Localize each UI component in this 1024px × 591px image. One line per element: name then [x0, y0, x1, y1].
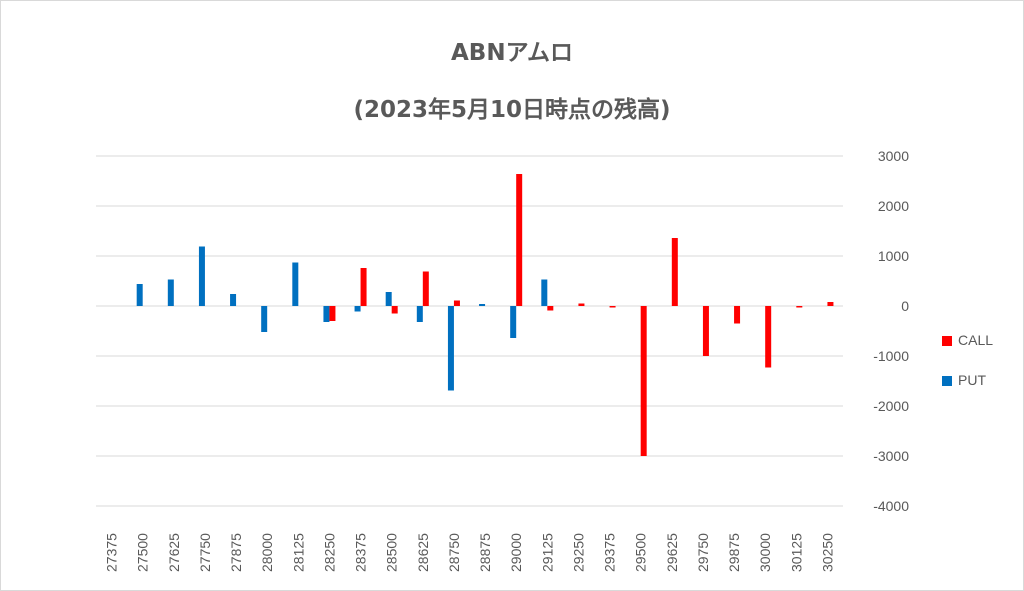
x-tick-label: 29250 — [570, 533, 586, 572]
x-tick-label: 28250 — [321, 533, 337, 572]
x-tick-label: 28375 — [353, 533, 369, 572]
bar-call — [453, 300, 460, 306]
x-tick-label: 29625 — [664, 533, 680, 572]
x-tick-label: 29500 — [633, 533, 649, 572]
x-tick-label: 29750 — [695, 533, 711, 572]
y-tick-label: 2000 — [878, 198, 909, 214]
bar-put — [416, 306, 423, 322]
chart-title: ABNアムロ — [451, 40, 573, 66]
x-tick-label: 27875 — [228, 533, 244, 572]
bar-call — [671, 238, 678, 306]
legend-label-put: PUT — [958, 372, 986, 388]
x-tick-label: 28500 — [384, 533, 400, 572]
x-tick-label: 29125 — [539, 533, 555, 572]
x-tick-label: 29875 — [726, 533, 742, 572]
bar-call — [702, 306, 709, 356]
y-tick-label: -1000 — [873, 348, 909, 364]
legend-label-call: CALL — [958, 332, 994, 348]
bar-put — [167, 279, 174, 306]
x-tick-label: 30250 — [819, 533, 835, 572]
x-tick-label: 27625 — [166, 533, 182, 572]
x-tick-label: 28625 — [415, 533, 431, 572]
bar-call — [827, 302, 834, 306]
x-tick-label: 28125 — [290, 533, 306, 572]
legend-swatch-put — [942, 376, 952, 386]
x-tick-label: 28750 — [446, 533, 462, 572]
bar-put — [136, 284, 143, 306]
bar-call — [578, 303, 585, 306]
bar-call — [765, 306, 772, 368]
bar-put — [385, 292, 392, 306]
y-tick-label: 1000 — [878, 248, 909, 264]
bar-call — [329, 306, 336, 321]
x-tick-label: 27750 — [197, 533, 213, 572]
y-tick-label: 3000 — [878, 148, 909, 164]
bar-call — [391, 306, 398, 314]
legend-swatch-call — [942, 336, 952, 346]
bar-put — [541, 279, 548, 306]
bar-put — [447, 306, 454, 391]
x-tick-label: 27375 — [104, 533, 120, 572]
x-tick-label: 29000 — [508, 533, 524, 572]
bar-put — [323, 306, 330, 322]
x-tick-label: 27500 — [135, 533, 151, 572]
bar-put — [510, 306, 517, 338]
y-tick-label: -3000 — [873, 448, 909, 464]
bar-put — [198, 246, 205, 306]
x-tick-label: 30125 — [788, 533, 804, 572]
y-tick-label: -2000 — [873, 398, 909, 414]
chart-subtitle: (2023年5月10日時点の残高) — [353, 97, 671, 123]
bar-put — [354, 306, 361, 312]
bar-put — [479, 304, 486, 306]
bar-put — [261, 306, 268, 332]
bar-call — [547, 306, 554, 311]
bar-put — [230, 294, 237, 306]
x-tick-label: 29375 — [602, 533, 618, 572]
bar-call — [796, 306, 803, 308]
bar-call — [640, 306, 647, 456]
y-tick-label: -4000 — [873, 498, 909, 514]
bar-call — [422, 271, 429, 306]
x-tick-label: 28875 — [477, 533, 493, 572]
bar-call — [734, 306, 741, 324]
bar-call — [516, 174, 523, 306]
bar-call — [360, 268, 367, 306]
bar-put — [292, 262, 299, 306]
bar-call — [609, 306, 616, 308]
y-tick-label: 0 — [901, 298, 909, 314]
x-tick-label: 28000 — [259, 533, 275, 572]
x-tick-label: 30000 — [757, 533, 773, 572]
